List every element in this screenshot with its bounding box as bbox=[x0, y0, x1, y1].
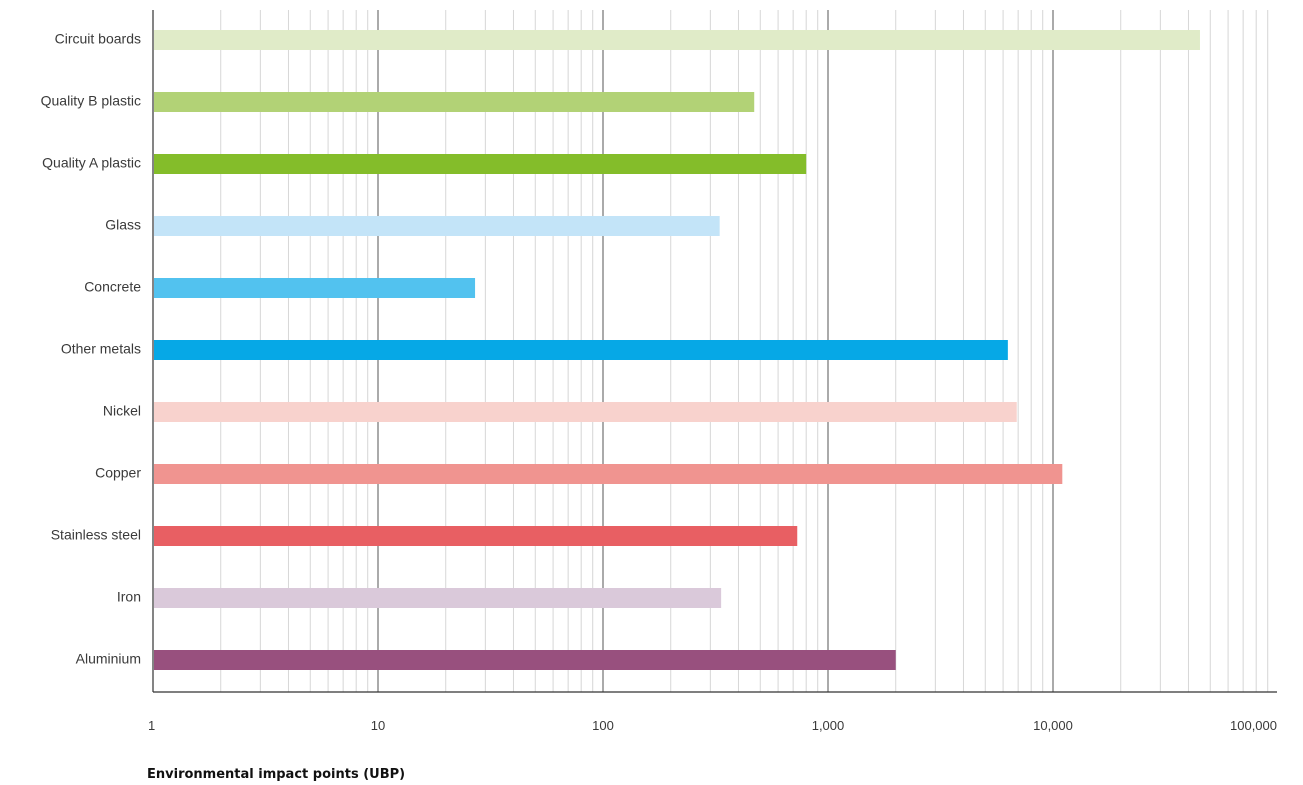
category-label: Quality A plastic bbox=[42, 155, 141, 171]
x-tick-label: 100,000 bbox=[1230, 718, 1277, 733]
bars bbox=[154, 30, 1200, 670]
category-label: Aluminium bbox=[76, 651, 141, 667]
bar bbox=[154, 92, 755, 112]
x-axis-title: Environmental impact points (UBP) bbox=[147, 767, 405, 782]
bar bbox=[154, 650, 896, 670]
category-label: Stainless steel bbox=[51, 527, 141, 543]
x-tick-label: 1,000 bbox=[812, 718, 845, 733]
category-label: Glass bbox=[105, 217, 141, 233]
bar bbox=[154, 340, 1008, 360]
bar bbox=[154, 154, 807, 174]
category-label: Concrete bbox=[84, 279, 141, 295]
category-label: Nickel bbox=[103, 403, 141, 419]
bar bbox=[154, 30, 1200, 50]
category-label: Iron bbox=[117, 589, 141, 605]
category-label: Other metals bbox=[61, 341, 141, 357]
bar bbox=[154, 278, 476, 298]
x-tick-label: 10 bbox=[371, 718, 385, 733]
bar bbox=[154, 588, 722, 608]
bar bbox=[154, 402, 1017, 422]
category-label: Circuit boards bbox=[55, 31, 141, 47]
category-labels: Circuit boards Quality B plastic Quality A… bbox=[41, 31, 142, 667]
bar bbox=[154, 464, 1063, 484]
bar bbox=[154, 216, 720, 236]
x-tick-label: 10,000 bbox=[1033, 718, 1073, 733]
category-label: Copper bbox=[95, 465, 141, 481]
bar bbox=[154, 526, 798, 546]
x-tick-labels: 1 10 100 1,000 10,000 100,000 bbox=[148, 718, 1277, 733]
category-label: Quality B plastic bbox=[41, 93, 141, 109]
x-tick-label: 1 bbox=[148, 718, 155, 733]
x-tick-label: 100 bbox=[592, 718, 614, 733]
